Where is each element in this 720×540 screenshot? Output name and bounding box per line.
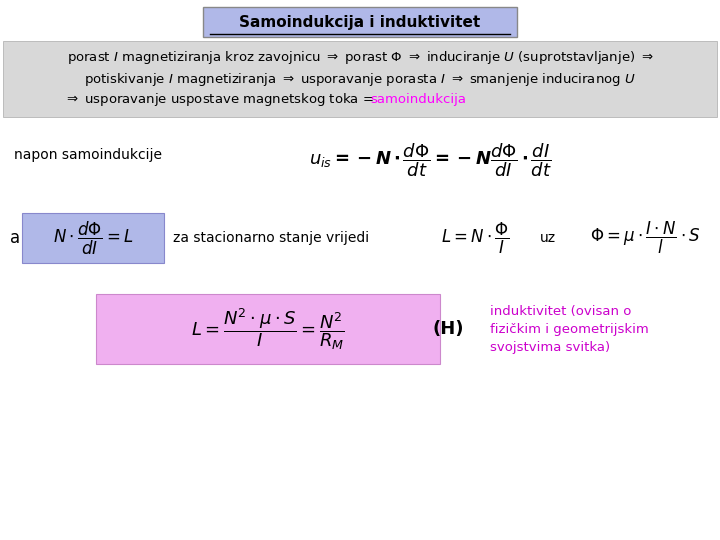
Text: $\Rightarrow$ usporavanje uspostave magnetskog toka =: $\Rightarrow$ usporavanje uspostave magn…	[64, 91, 376, 109]
FancyBboxPatch shape	[22, 213, 164, 263]
Text: $\boldsymbol{u_{is} = -N \cdot \dfrac{d\Phi}{dt} = -N\dfrac{d\Phi}{dI} \cdot \df: $\boldsymbol{u_{is} = -N \cdot \dfrac{d\…	[309, 141, 552, 179]
Text: potiskivanje $I$ magnetiziranja $\Rightarrow$ usporavanje porasta $I$ $\Rightarr: potiskivanje $I$ magnetiziranja $\Righta…	[84, 71, 636, 87]
Text: Samoindukcija i induktivitet: Samoindukcija i induktivitet	[239, 15, 481, 30]
Text: samoindukcija: samoindukcija	[370, 93, 466, 106]
Text: $\Phi = \mu \cdot \dfrac{I \cdot N}{l} \cdot S$: $\Phi = \mu \cdot \dfrac{I \cdot N}{l} \…	[590, 220, 701, 256]
FancyBboxPatch shape	[96, 294, 440, 364]
Text: $L = \dfrac{N^2 \cdot \mu \cdot S}{I} = \dfrac{N^2}{R_M}$: $L = \dfrac{N^2 \cdot \mu \cdot S}{I} = …	[191, 306, 345, 352]
FancyBboxPatch shape	[3, 41, 717, 117]
Text: a: a	[10, 229, 20, 247]
Text: induktivitet (ovisan o: induktivitet (ovisan o	[490, 306, 631, 319]
Text: svojstvima svitka): svojstvima svitka)	[490, 341, 610, 354]
Text: $N \cdot \dfrac{d\Phi}{dI} = L$: $N \cdot \dfrac{d\Phi}{dI} = L$	[53, 219, 133, 256]
Text: $L = N \cdot \dfrac{\Phi}{I}$: $L = N \cdot \dfrac{\Phi}{I}$	[441, 220, 510, 255]
FancyBboxPatch shape	[203, 7, 517, 37]
Text: za stacionarno stanje vrijedi: za stacionarno stanje vrijedi	[173, 231, 369, 245]
Text: uz: uz	[540, 231, 556, 245]
Text: napon samoindukcije: napon samoindukcije	[14, 148, 162, 162]
Text: (H): (H)	[432, 320, 464, 338]
Text: fizičkim i geometrijskim: fizičkim i geometrijskim	[490, 323, 649, 336]
Text: porast $I$ magnetiziranja kroz zavojnicu $\Rightarrow$ porast $\Phi$ $\Rightarro: porast $I$ magnetiziranja kroz zavojnicu…	[67, 49, 653, 65]
